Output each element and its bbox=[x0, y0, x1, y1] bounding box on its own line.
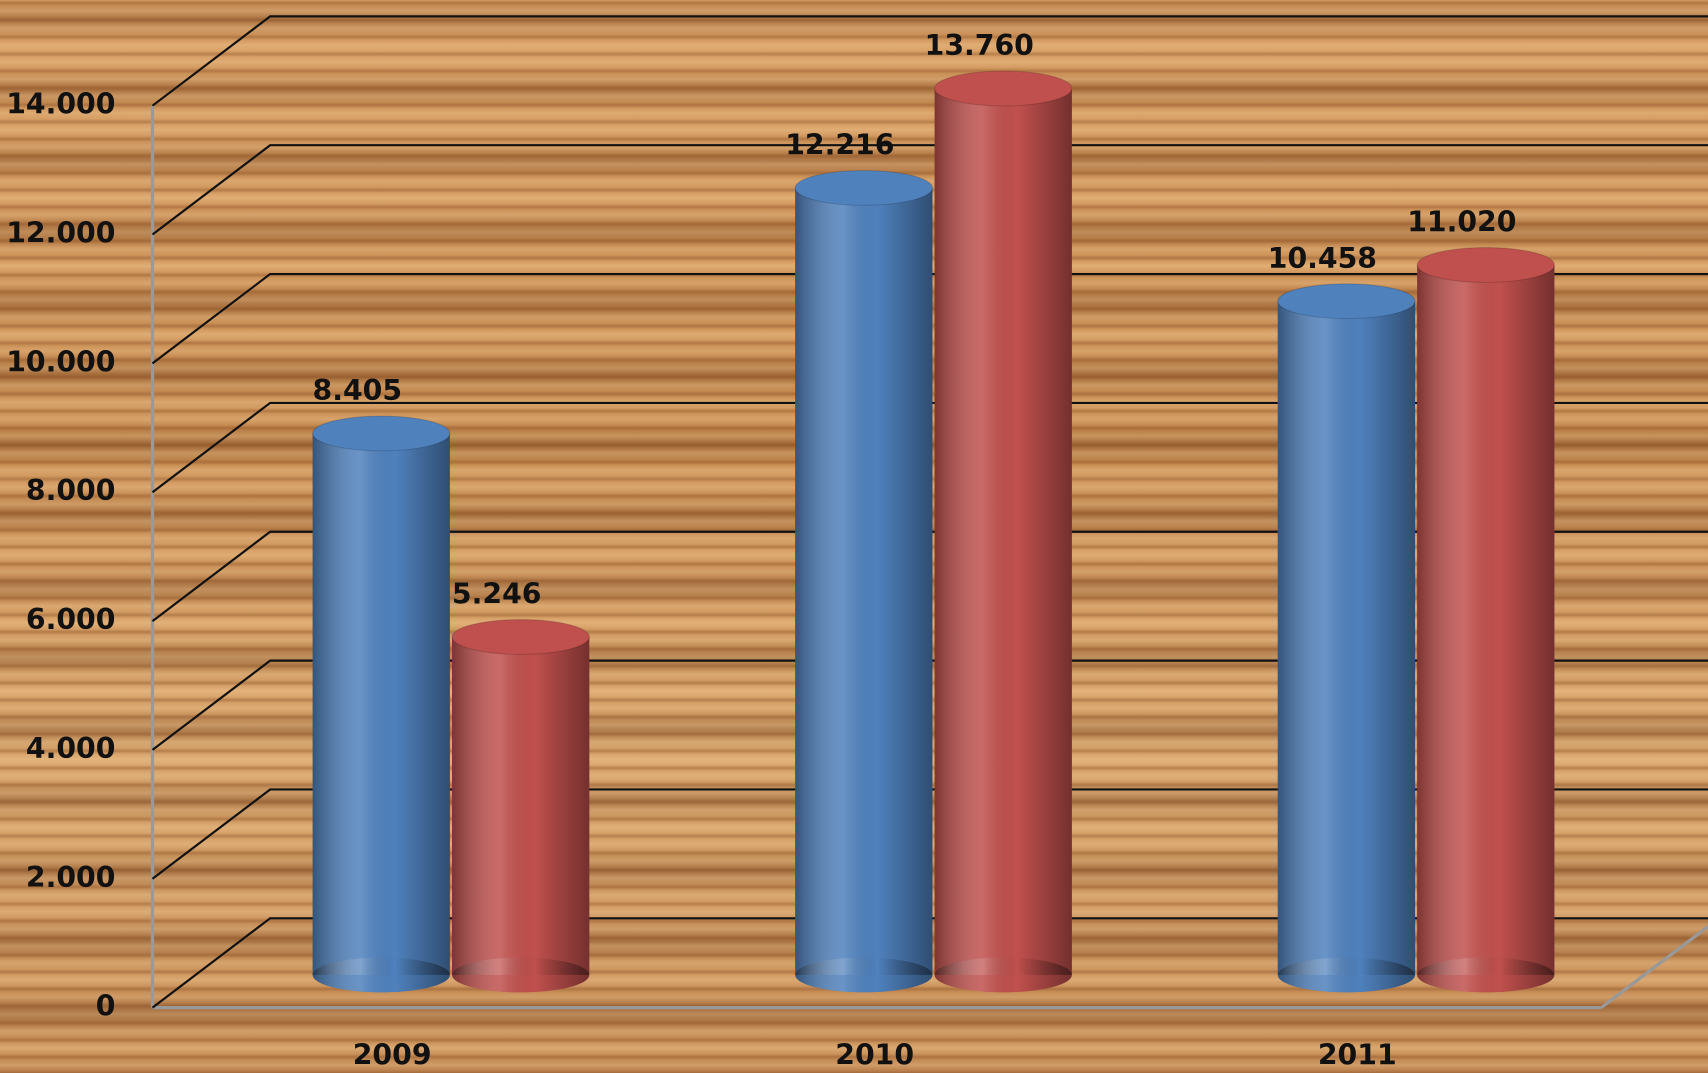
grid-line bbox=[151, 530, 1708, 622]
y-tick-label: 12.000 bbox=[6, 217, 115, 250]
y-tick-label: 14.000 bbox=[6, 88, 115, 121]
grid-line bbox=[151, 272, 1708, 365]
y-tick-label: 8.000 bbox=[26, 474, 116, 507]
y-tick-label: 10.000 bbox=[6, 345, 115, 378]
data-label: 8.405 bbox=[313, 374, 403, 407]
bar-top bbox=[794, 169, 933, 206]
x-tick-label: 2011 bbox=[1318, 1039, 1397, 1072]
bar-base-shade bbox=[934, 957, 1072, 993]
bar-base-shade bbox=[795, 957, 933, 993]
y-tick-label: 0 bbox=[96, 990, 116, 1023]
data-label: 13.760 bbox=[925, 29, 1034, 62]
grid-line bbox=[151, 15, 1708, 107]
bar-top bbox=[1277, 283, 1416, 320]
bar-shade bbox=[1417, 264, 1555, 975]
grid-line bbox=[151, 401, 1708, 494]
grid-line bbox=[151, 659, 1708, 751]
bar-shade bbox=[312, 433, 450, 975]
bar-base-shade bbox=[312, 957, 450, 993]
y-tick-label: 2.000 bbox=[26, 861, 116, 894]
x-tick-label: 2010 bbox=[835, 1039, 914, 1072]
grid-line bbox=[151, 788, 1708, 880]
y-tick-label: 6.000 bbox=[26, 603, 116, 636]
data-label: 12.216 bbox=[785, 129, 894, 162]
bar-shade bbox=[934, 88, 1072, 975]
data-label: 10.458 bbox=[1268, 242, 1377, 275]
grid-line bbox=[151, 917, 1708, 1009]
bar-base-shade bbox=[1417, 957, 1555, 993]
bar-top bbox=[1416, 247, 1555, 283]
bar-top bbox=[451, 618, 590, 655]
bar-shade bbox=[1277, 301, 1415, 975]
x-tick-label: 2009 bbox=[353, 1039, 432, 1072]
data-label: 11.020 bbox=[1407, 206, 1516, 239]
bar-shade bbox=[452, 636, 590, 975]
bar-top bbox=[312, 415, 451, 452]
bar-base-shade bbox=[1277, 957, 1415, 993]
bar-shade bbox=[795, 187, 933, 975]
floor-right bbox=[1600, 924, 1708, 1009]
bar-base-shade bbox=[452, 957, 590, 993]
y-tick-label: 4.000 bbox=[26, 732, 116, 765]
data-label: 5.246 bbox=[452, 578, 542, 611]
grid-line bbox=[151, 144, 1708, 236]
bar-top bbox=[934, 70, 1073, 107]
